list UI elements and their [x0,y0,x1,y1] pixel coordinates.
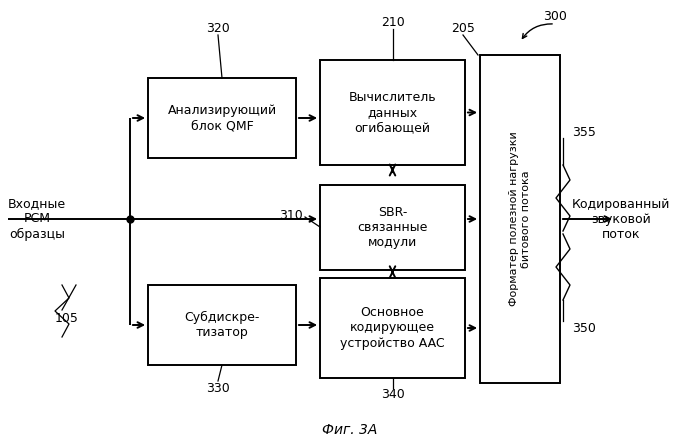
Text: Анализирующий
блок QMF: Анализирующий блок QMF [167,104,276,132]
Text: SBR-
связанные
модули: SBR- связанные модули [357,206,428,249]
Text: Входные
РСМ
образцы: Входные РСМ образцы [8,198,66,241]
Text: 350: 350 [572,321,596,334]
Text: 310: 310 [279,209,303,222]
Text: Форматер полезной нагрузки
битового потока: Форматер полезной нагрузки битового пото… [509,131,531,306]
Text: 210: 210 [381,16,405,28]
Text: Фиг. 3А: Фиг. 3А [322,423,378,437]
Text: 300: 300 [543,9,567,23]
Bar [320,278,465,378]
Bar [480,55,560,383]
Text: 330: 330 [206,381,230,395]
Text: Кодированный
звуковой
поток: Кодированный звуковой поток [572,198,671,241]
Text: 340: 340 [381,388,405,401]
Text: 205: 205 [451,21,475,35]
Bar [148,285,296,365]
Text: 355: 355 [572,126,596,139]
Bar [148,78,296,158]
Text: Вычислитель
данных
огибающей: Вычислитель данных огибающей [349,91,436,134]
Text: 105: 105 [55,312,79,325]
Text: 320: 320 [206,21,230,35]
Text: Субдискре-
тизатор: Субдискре- тизатор [184,311,260,339]
Bar [320,185,465,270]
Bar [320,60,465,165]
Text: Основное
кодирующее
устройство AAC: Основное кодирующее устройство AAC [340,306,444,349]
